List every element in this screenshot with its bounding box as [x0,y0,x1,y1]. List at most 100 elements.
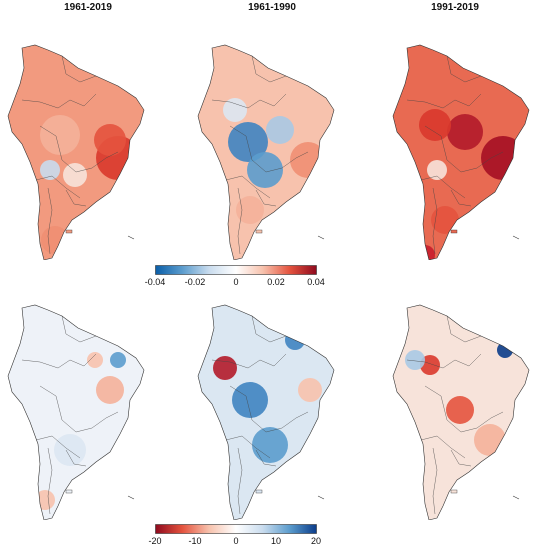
column-title-1: 1961-2019 [64,2,112,13]
trend-cell-1 [87,352,103,368]
country-border-3 [225,175,271,199]
falkland-islands [65,229,73,234]
country-border-1 [21,353,97,369]
colorbar-bottom-tick-0: -20 [148,536,162,546]
trend-cell-3 [40,160,60,180]
country-border-2 [229,385,309,433]
trend-cell-2 [266,116,294,144]
trend-cell-2 [419,109,451,141]
falkland-islands [450,229,458,234]
trend-cell-3 [290,142,326,178]
colorbar-top-tick-3: 0.02 [267,277,285,287]
colorbar-top-tick-1: -0.02 [184,277,206,287]
colorbar-top-tick-2: 0 [233,277,239,287]
country-border-1 [211,93,287,109]
trend-cell-4 [298,378,322,402]
falkland-islands [255,489,263,494]
country-border-5 [65,189,87,207]
colorbar-bottom-tick-2: 0 [233,536,239,546]
colorbar-top [155,265,317,275]
map-top-1961-1990 [197,44,335,260]
trend-cell-0 [481,136,525,180]
colorbar-top-tick-4: 0.04 [307,277,325,287]
country-border-2 [39,385,119,433]
country-border-4 [432,447,438,515]
colorbar-gradient [155,265,317,275]
country-border-3 [225,435,271,459]
trend-cell-2 [40,115,80,155]
country-border-4 [432,187,438,255]
continent-outline [7,44,145,260]
colorbar-gradient [155,524,317,534]
trend-cell-3 [35,490,55,510]
trend-cell-2 [54,434,86,466]
continent-outline [7,304,145,520]
trend-cell-4 [223,98,247,122]
falkland-islands [65,489,73,494]
colorbar-bottom [155,524,317,534]
country-border-3 [420,435,466,459]
country-border-1 [21,93,97,109]
country-border-4 [47,187,53,255]
trend-cell-1 [232,382,268,418]
country-border-2 [39,125,119,173]
country-border-2 [424,125,504,173]
falkland-islands [255,229,263,234]
country-border-0 [61,55,97,83]
country-border-3 [35,175,81,199]
colorbar-bottom-tick-3: 10 [270,536,282,546]
continent-outline [392,304,530,520]
country-border-1 [406,93,482,109]
country-border-5 [450,449,472,467]
country-border-2 [229,125,309,173]
trend-cell-5 [236,196,264,224]
colorbar-top-tick-0: -0.04 [144,277,166,287]
country-border-5 [450,189,472,207]
country-border-4 [237,447,243,515]
country-border-0 [251,55,287,83]
country-border-0 [446,55,482,83]
trend-cell-4 [63,163,87,187]
south-georgia-island [512,235,520,240]
map-bottom-1961-2019 [7,304,145,520]
column-title-3: 1991-2019 [431,2,479,13]
country-border-5 [65,449,87,467]
south-georgia-island [512,495,520,500]
country-border-3 [420,175,466,199]
south-georgia-island [127,235,135,240]
trend-cell-4 [405,350,425,370]
trend-cell-2 [252,427,288,463]
trend-cell-0 [96,376,124,404]
country-border-1 [211,353,287,369]
trend-cell-0 [228,122,268,162]
south-georgia-island [127,495,135,500]
south-georgia-island [317,495,325,500]
column-title-2: 1961-1990 [248,2,296,13]
country-border-0 [251,315,287,343]
map-top-1991-2019 [392,44,530,260]
country-border-0 [61,315,97,343]
trend-cell-1 [94,124,126,156]
trend-cell-4 [110,352,126,368]
trend-cell-1 [447,114,483,150]
map-top-1961-2019 [7,44,145,260]
colorbar-bottom-tick-1: -10 [188,536,202,546]
colorbar-bottom-tick-4: 20 [310,536,322,546]
map-bottom-1991-2019 [392,304,530,520]
country-border-0 [446,315,482,343]
trend-cell-1 [247,152,283,188]
south-georgia-island [317,235,325,240]
country-border-3 [35,435,81,459]
continent-outline [197,304,335,520]
country-border-4 [47,447,53,515]
falkland-islands [450,489,458,494]
country-border-5 [255,189,277,207]
trend-cell-0 [213,356,237,380]
continent-outline [197,44,335,260]
map-bottom-1961-1990 [197,304,335,520]
continent-outline [392,44,530,260]
trend-cell-3 [474,424,506,456]
country-border-4 [237,187,243,255]
trend-cell-1 [446,396,474,424]
country-border-2 [424,385,504,433]
